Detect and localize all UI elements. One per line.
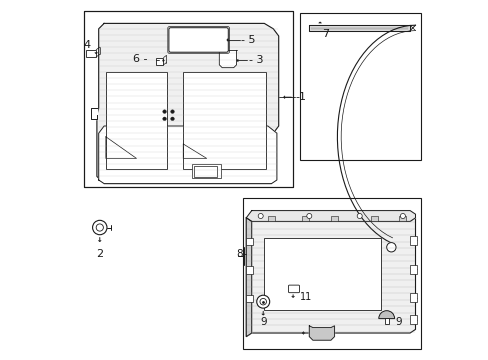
Polygon shape	[309, 326, 334, 340]
FancyBboxPatch shape	[168, 28, 228, 52]
Text: 4: 4	[83, 40, 90, 50]
Bar	[246, 266, 252, 274]
Text: 7: 7	[321, 29, 328, 39]
Bar	[243, 198, 420, 349]
Bar	[409, 315, 416, 324]
Bar	[106, 72, 167, 169]
Text: - 5: - 5	[241, 35, 255, 45]
Polygon shape	[246, 218, 415, 337]
Circle shape	[163, 110, 166, 113]
Circle shape	[400, 213, 405, 219]
Text: 11: 11	[300, 292, 312, 302]
Polygon shape	[183, 144, 206, 158]
Polygon shape	[99, 126, 276, 184]
Bar	[183, 72, 265, 169]
Circle shape	[170, 117, 174, 121]
Text: 2: 2	[96, 249, 103, 259]
Bar	[267, 216, 275, 221]
Circle shape	[356, 213, 362, 219]
Polygon shape	[246, 218, 251, 337]
Polygon shape	[91, 108, 97, 119]
Bar	[409, 236, 416, 245]
Circle shape	[256, 295, 269, 308]
Text: - 3: - 3	[248, 55, 263, 66]
Bar	[399, 216, 406, 221]
Polygon shape	[97, 23, 278, 184]
Circle shape	[306, 213, 311, 219]
Wedge shape	[378, 311, 394, 319]
Bar	[194, 166, 217, 177]
Bar	[409, 265, 416, 274]
Bar	[384, 318, 388, 324]
Bar	[409, 293, 416, 302]
Text: 8: 8	[236, 249, 243, 259]
Polygon shape	[106, 137, 136, 158]
Text: 9: 9	[260, 317, 266, 327]
Text: 9: 9	[395, 317, 402, 327]
Bar	[302, 216, 309, 221]
Bar	[192, 164, 221, 178]
Circle shape	[163, 117, 166, 121]
Bar	[370, 216, 377, 221]
Bar	[300, 13, 420, 160]
FancyBboxPatch shape	[288, 285, 299, 293]
Bar	[246, 238, 252, 245]
Bar	[84, 11, 292, 187]
Text: 6 -: 6 -	[133, 54, 147, 64]
Circle shape	[170, 110, 174, 113]
Text: 10: 10	[314, 331, 326, 341]
Circle shape	[92, 220, 107, 235]
Circle shape	[260, 298, 266, 305]
Polygon shape	[246, 211, 415, 221]
Bar	[84, 11, 292, 187]
Circle shape	[96, 224, 103, 231]
Circle shape	[386, 243, 395, 252]
Polygon shape	[219, 50, 236, 68]
Polygon shape	[309, 25, 409, 31]
Bar	[264, 238, 381, 310]
Text: -1: -1	[295, 92, 306, 102]
Bar	[246, 295, 252, 302]
Bar	[86, 50, 96, 57]
Bar	[330, 216, 337, 221]
Circle shape	[258, 213, 263, 219]
Bar	[156, 58, 163, 65]
